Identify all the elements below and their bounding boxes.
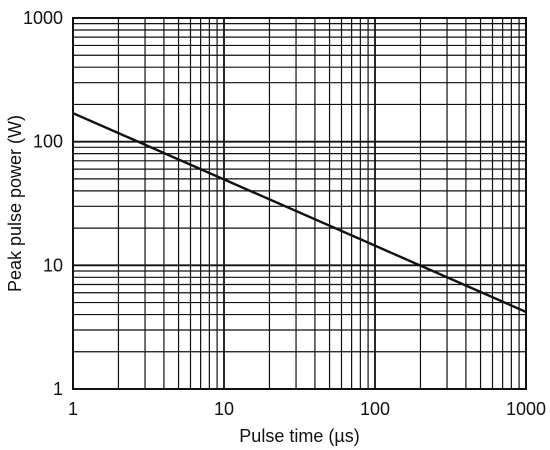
series-line-1 (72, 112, 527, 314)
y-tick-label: 100 (33, 132, 63, 152)
series-lines (72, 112, 527, 314)
y-tick-labels: 1 10 100 1000 (23, 8, 63, 399)
x-tick-label: 1 (68, 399, 78, 419)
y-tick-label: 10 (43, 255, 63, 275)
x-axis-title: Pulse time (µs) (239, 426, 359, 446)
plot-frame (72, 17, 527, 390)
grid-lines (72, 17, 527, 390)
y-tick-label: 1 (53, 379, 63, 399)
x-tick-labels: 1 10 100 1000 (68, 399, 546, 419)
y-tick-label: 1000 (23, 8, 63, 28)
x-tick-label: 10 (214, 399, 234, 419)
y-axis-title: Peak pulse power (W) (5, 115, 25, 292)
x-tick-label: 1000 (506, 399, 546, 419)
x-tick-label: 100 (360, 399, 390, 419)
